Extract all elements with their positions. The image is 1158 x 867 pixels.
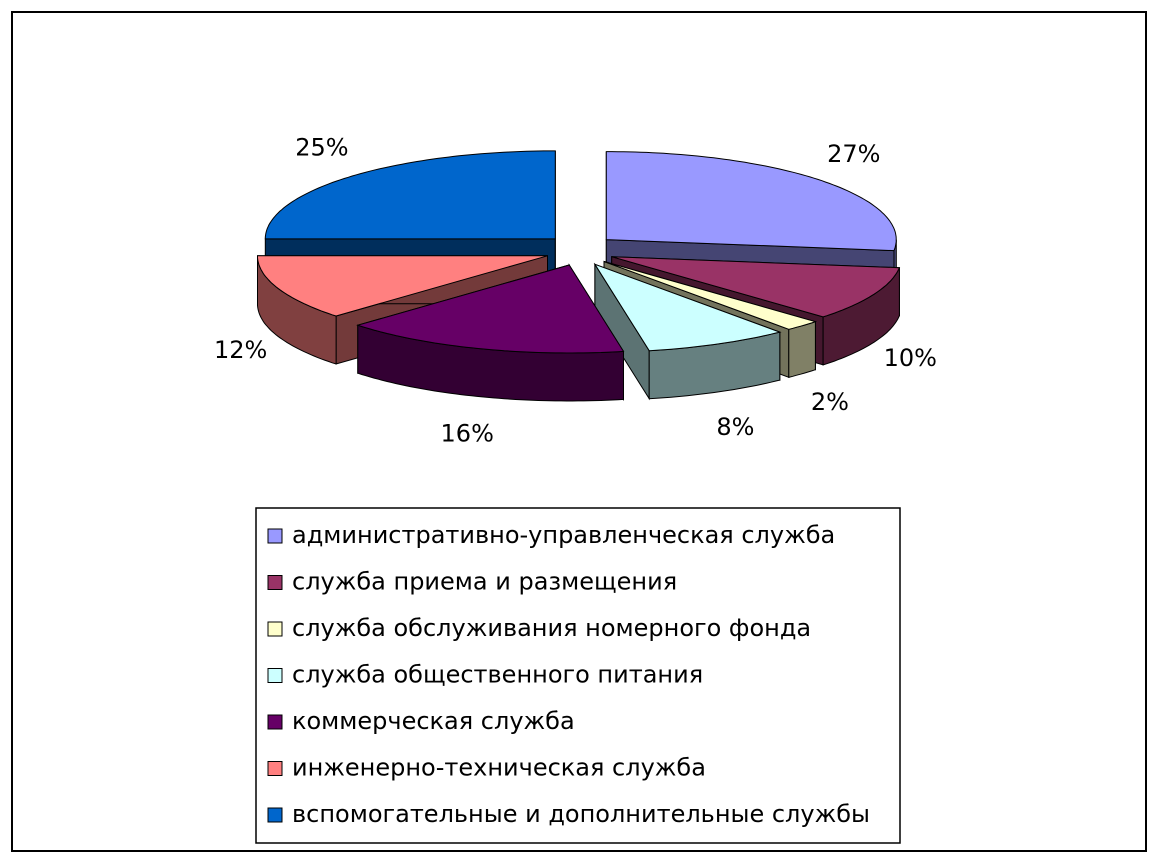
data-label: 25% <box>295 133 348 161</box>
slice <box>605 151 897 252</box>
slice <box>603 261 818 330</box>
legend-label: коммерческая служба <box>292 707 575 735</box>
legend-label: служба обслуживания номерного фонда <box>292 614 811 642</box>
legend-label: инженерно-техническая служба <box>292 754 706 782</box>
slice <box>593 263 782 352</box>
legend-swatch <box>267 575 283 590</box>
slice <box>356 264 625 354</box>
legend-swatch <box>267 528 283 544</box>
data-label: 16% <box>441 420 494 448</box>
legend-swatch <box>267 668 283 683</box>
legend-swatch <box>267 714 283 730</box>
slice <box>264 150 556 240</box>
slice <box>356 263 625 402</box>
legend-swatch <box>267 807 283 823</box>
slice <box>257 255 548 317</box>
legend-swatch <box>267 761 283 776</box>
legend-label: служба приема и размещения <box>292 568 677 596</box>
data-label: 10% <box>884 344 937 372</box>
legend-label: служба общественного питания <box>292 661 703 689</box>
data-label: 12% <box>214 336 267 364</box>
legend-label: вспомогательные и дополнительные службы <box>292 800 870 828</box>
slice-side <box>788 321 816 378</box>
legend-label: административно-управленческая служба <box>292 521 835 549</box>
data-label: 27% <box>827 140 880 168</box>
data-label: 8% <box>716 413 754 441</box>
slice <box>611 256 901 318</box>
data-label: 2% <box>811 388 849 416</box>
legend-swatch <box>267 621 283 637</box>
legend-box <box>255 507 901 844</box>
slice <box>593 262 782 401</box>
